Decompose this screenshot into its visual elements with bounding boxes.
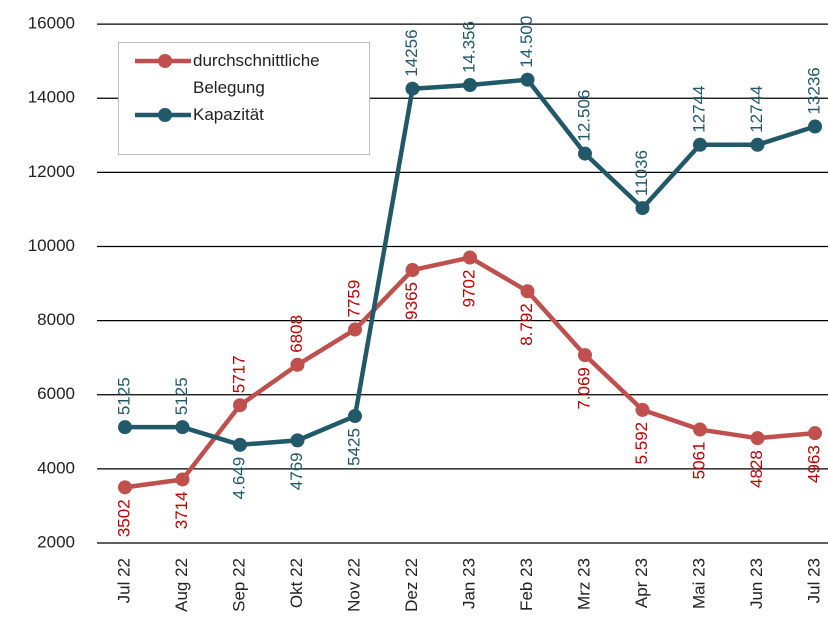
y-tick-label: 10000 [28,236,75,255]
point [750,431,765,446]
y-tick-label: 12000 [28,162,75,181]
data-label: 5125 [114,377,133,415]
point [635,402,650,417]
point [750,137,765,152]
data-label: 9365 [402,282,421,320]
x-tick-label: Nov 22 [344,558,363,612]
point [348,322,362,337]
data-label: 14256 [402,29,421,76]
data-label: 8.792 [517,303,536,346]
y-tick-label: 2000 [37,532,75,551]
legend-icon [135,54,191,68]
point [290,433,305,448]
point [578,146,592,161]
data-label: 7759 [344,280,363,318]
data-label: 5061 [689,442,708,480]
x-tick-label: Jan 23 [459,558,478,609]
y-tick-label: 16000 [28,14,75,33]
data-label: 12.506 [574,90,593,142]
point [118,480,132,495]
data-label: 14.500 [517,16,536,68]
point [233,437,247,452]
data-label: 4963 [804,445,823,483]
point [405,81,420,96]
data-label: 4.649 [229,457,248,500]
data-label: 4769 [287,452,306,490]
legend-icon [135,108,191,122]
data-label: 5717 [229,355,248,393]
point [348,409,362,424]
y-tick-label: 14000 [28,88,75,107]
data-label: 14.356 [459,21,478,73]
point [808,119,822,134]
y-tick-label: 6000 [37,384,75,403]
data-label: 5425 [344,428,363,466]
x-tick-label: Apr 23 [632,558,651,608]
data-label: 7.069 [574,367,593,410]
data-label: 12744 [747,85,766,132]
x-tick-label: Jul 22 [114,558,133,603]
x-tick-label: Okt 22 [287,558,306,608]
legend-marker [158,54,172,68]
point [635,201,650,216]
point [808,426,822,441]
data-label: 6808 [287,315,306,353]
point [175,472,190,487]
data-label: 11036 [632,150,651,196]
point [405,263,420,278]
data-label: 9702 [459,270,478,308]
x-tick-label: Jun 23 [747,558,766,609]
legend-entry: Kapazität [133,101,363,128]
y-tick-label: 4000 [37,458,75,477]
point [463,78,477,93]
legend-entry: durchschnittliche Belegung [133,47,363,101]
x-tick-label: Jul 23 [804,558,823,603]
point [520,284,535,299]
legend-label: Kapazität [193,105,264,124]
point [693,137,707,152]
point [290,357,305,372]
x-tick-label: Mrz 23 [574,558,593,610]
legend: durchschnittliche Belegung Kapazität [118,42,370,155]
x-tick-label: Dez 22 [402,558,421,612]
data-label: 3714 [172,491,191,529]
point [175,420,190,435]
legend-marker [158,108,172,122]
data-label: 3502 [114,499,133,537]
y-tick-label: 8000 [37,310,75,329]
x-tick-label: Aug 22 [172,558,191,612]
data-label: 4828 [747,450,766,488]
legend-label: durchschnittliche Belegung [193,51,320,97]
x-tick-label: Feb 23 [517,558,536,611]
x-tick-label: Sep 22 [229,558,248,612]
point [693,422,707,437]
data-label: 5125 [172,377,191,415]
data-label: 5.592 [632,422,651,465]
data-label: 12744 [689,85,708,132]
point [233,398,247,413]
data-label: 13236 [804,67,823,114]
x-tick-label: Mai 23 [689,558,708,609]
point [118,420,132,435]
point [520,72,535,87]
point [578,348,592,363]
point [463,250,477,265]
